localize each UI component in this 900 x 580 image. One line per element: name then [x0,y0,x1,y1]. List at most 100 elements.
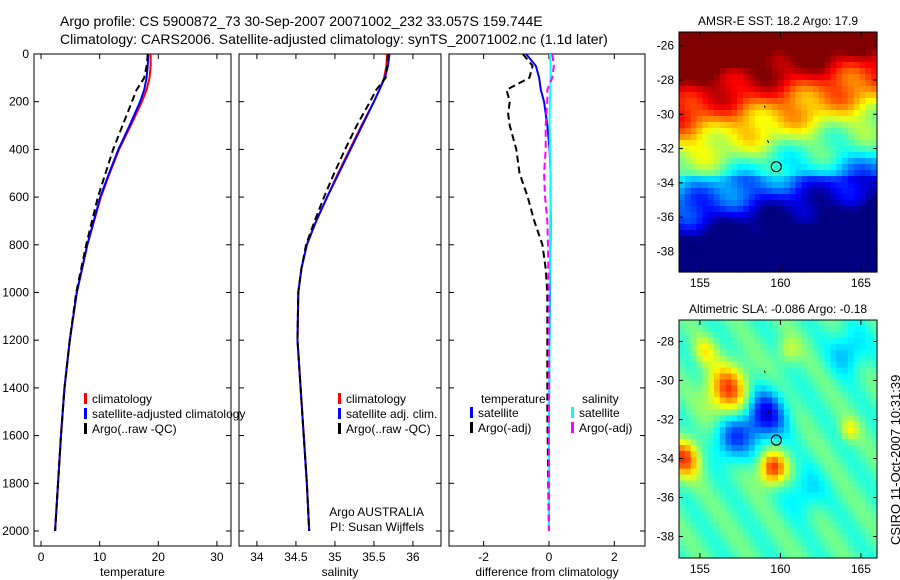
heatmap-cell [842,134,849,141]
heatmap-cell [865,498,872,506]
heatmap-cell [783,32,791,39]
heatmap-cell [748,397,756,404]
heatmap-cell [748,552,756,559]
y-tick-label: 200 [9,95,29,109]
heatmap-cell [760,516,767,523]
heatmap-cell [842,450,849,458]
heatmap-cell [778,110,785,117]
heatmap-cell [731,212,738,219]
heatmap-cell [684,92,692,99]
heatmap-cell [807,444,814,452]
heatmap-cell [737,98,744,105]
heatmap-cell [824,92,832,99]
heatmap-cell [783,38,791,45]
heatmap-cell [713,230,721,237]
heatmap-cell [684,516,692,523]
heatmap-cell [690,122,698,129]
heatmap-cell [743,128,750,135]
heatmap-cell [760,56,767,63]
heatmap-cell [725,200,733,207]
heatmap-cell [818,504,826,511]
y-tick-label: 400 [9,142,29,156]
heatmap-cell [772,170,779,177]
heatmap-cell [748,236,756,243]
heatmap-cell [708,68,715,75]
heatmap-cell [847,50,855,57]
heatmap-cell [871,325,878,333]
heatmap-cell [789,456,797,464]
heatmap-cell [725,62,733,69]
heatmap-cell [795,218,802,225]
heatmap-cell [847,397,855,404]
heatmap-cell [696,397,703,404]
heatmap-cell [684,534,692,541]
x-tick-label: 160 [770,276,790,290]
heatmap-cell [748,80,756,87]
map-frame-1 [678,319,878,559]
heatmap-cell [830,474,837,482]
heatmap-cell [754,212,762,219]
heatmap-cell [778,516,785,523]
heatmap-cell [783,122,791,129]
heatmap-cell [679,534,686,541]
heatmap-cell [708,474,715,482]
heatmap-cell [865,170,872,177]
heatmap-cell [842,480,849,488]
heatmap-cell [713,361,721,369]
heatmap-cell [708,355,715,363]
heatmap-cell [812,86,820,93]
heatmap-cell [731,534,738,541]
heatmap-cell [731,433,738,440]
heatmap-cell [708,403,715,410]
heatmap-cell [853,260,861,267]
heatmap-cell [853,62,861,69]
heatmap-cell [684,260,692,267]
heatmap-cell [842,474,849,482]
heatmap-cell [684,158,692,165]
heatmap-cell [801,56,808,63]
heatmap-cell [847,433,855,440]
heatmap-cell [842,152,849,159]
heatmap-cell [783,176,791,183]
heatmap-cell [871,480,878,488]
legend-entry: Argo(..raw -QC) [346,422,431,436]
heatmap-cell [743,182,750,189]
heatmap-cell [847,74,855,81]
heatmap-cell [871,516,878,523]
heatmap-cell [871,534,878,541]
heatmap-cell [801,343,808,351]
heatmap-cell [871,110,878,117]
heatmap-cell [830,134,837,141]
heatmap-cell [708,182,715,189]
heatmap-cell [830,80,837,87]
heatmap-cell [690,462,698,470]
heatmap-cell [702,182,709,189]
heatmap-cell [690,433,698,440]
heatmap-cell [847,450,855,458]
heatmap-cell [708,439,715,446]
heatmap-cell [859,444,866,452]
heatmap-cell [772,116,779,123]
heatmap-cell [702,236,709,243]
heatmap-cell [760,331,767,339]
heatmap-cell [818,50,826,57]
heatmap-cell [743,206,750,213]
heatmap-cell [818,62,826,69]
heatmap-cell [708,516,715,523]
heatmap-cell [737,134,744,141]
heatmap-cell [748,266,756,273]
heatmap-cell [842,516,849,523]
heatmap-cell [748,468,756,476]
heatmap-cell [760,158,767,165]
heatmap-cell [778,86,785,93]
heatmap-cell [842,546,849,553]
heatmap-cell [830,427,837,434]
heatmap-cell [696,164,703,171]
heatmap-cell [772,74,779,81]
heatmap-cell [847,373,855,381]
heatmap-cell [824,80,832,87]
heatmap-cell [789,92,797,99]
legend-title-temperature: temperature [481,392,546,406]
heatmap-cell [812,355,820,363]
heatmap-cell [737,86,744,93]
